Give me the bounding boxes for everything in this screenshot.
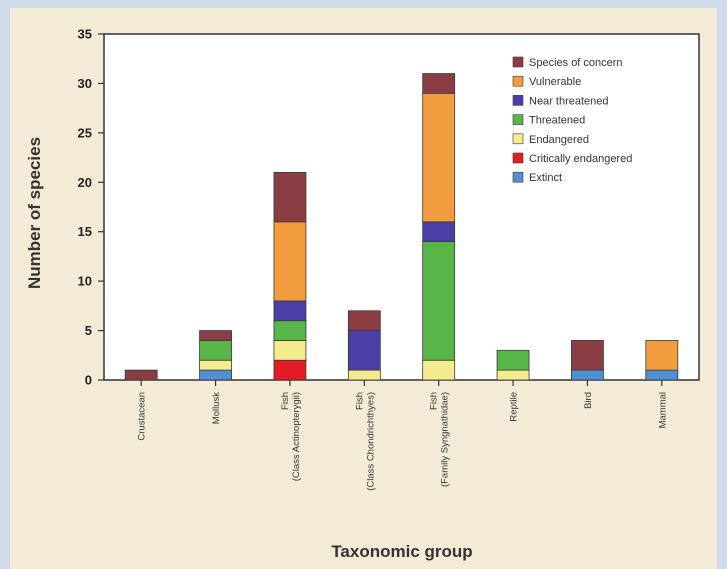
x-tick-label: Fish bbox=[354, 392, 365, 410]
legend-label: Critically endangered bbox=[529, 153, 632, 165]
bar-segment bbox=[422, 241, 456, 361]
bar-segment bbox=[347, 369, 381, 381]
legend-label: Threatened bbox=[529, 115, 585, 127]
y-tick-label: 30 bbox=[78, 76, 92, 91]
bar-segment bbox=[645, 369, 679, 381]
y-tick-label: 15 bbox=[78, 224, 92, 239]
legend-swatch bbox=[512, 56, 524, 68]
legend-swatch bbox=[512, 152, 524, 164]
bar-segment bbox=[422, 73, 456, 94]
x-tick-label: (Class Chondrichthyes) bbox=[365, 392, 376, 491]
legend-label: Near threatened bbox=[529, 95, 609, 107]
x-tick-label: (Class Actinopterygii) bbox=[291, 392, 302, 481]
legend-swatch bbox=[512, 133, 524, 145]
y-tick-label: 35 bbox=[78, 27, 92, 42]
y-tick-label: 20 bbox=[78, 175, 92, 190]
y-tick-label: 25 bbox=[78, 125, 92, 140]
bar-segment bbox=[645, 340, 679, 371]
y-tick-label: 5 bbox=[85, 323, 92, 338]
x-tick-label: Mammal bbox=[657, 392, 668, 428]
bar-segment bbox=[199, 369, 232, 381]
bar-segment bbox=[199, 340, 232, 361]
x-tick-label: (Family Syngnathidae) bbox=[440, 392, 451, 487]
bar-segment bbox=[273, 221, 307, 302]
bar-segment bbox=[199, 330, 232, 341]
x-tick-label: Reptile bbox=[509, 392, 520, 422]
bar-segment bbox=[273, 300, 307, 322]
x-axis-title: Taxonomic group bbox=[331, 542, 472, 561]
legend-swatch bbox=[512, 75, 524, 87]
bar-segment bbox=[273, 320, 307, 341]
y-tick-label: 10 bbox=[78, 274, 92, 289]
x-tick-label: Crustacean bbox=[137, 392, 148, 441]
bar-segment bbox=[273, 171, 307, 223]
legend-label: Species of concern bbox=[529, 57, 623, 69]
bar-segment bbox=[347, 330, 381, 371]
legend-label: Vulnerable bbox=[529, 76, 581, 88]
plot-area bbox=[103, 33, 700, 381]
legend-label: Extinct bbox=[529, 172, 562, 184]
bar-segment bbox=[571, 369, 604, 381]
bar-segment bbox=[273, 359, 307, 381]
x-tick-label: Fish bbox=[429, 392, 440, 410]
bar-segment bbox=[199, 359, 232, 371]
bar-segment bbox=[422, 221, 456, 242]
y-axis-title: Number of species bbox=[25, 137, 44, 289]
bar-segment bbox=[124, 369, 158, 381]
y-tick-label: 0 bbox=[85, 373, 92, 388]
x-tick-label: Fish bbox=[280, 392, 291, 410]
x-tick-label: Bird bbox=[583, 392, 594, 409]
legend-swatch bbox=[512, 171, 524, 183]
bar-segment bbox=[422, 92, 456, 223]
x-tick-label: Mollusk bbox=[211, 392, 222, 424]
bar-segment bbox=[273, 340, 307, 361]
bar-segment bbox=[571, 340, 604, 371]
bar-segment bbox=[347, 310, 381, 331]
bar-segment bbox=[422, 359, 456, 381]
bar-segment bbox=[496, 369, 530, 381]
bar-segment bbox=[496, 349, 530, 371]
legend-swatch bbox=[512, 95, 524, 106]
legend-label: Endangered bbox=[529, 134, 589, 146]
legend-swatch bbox=[512, 114, 524, 125]
